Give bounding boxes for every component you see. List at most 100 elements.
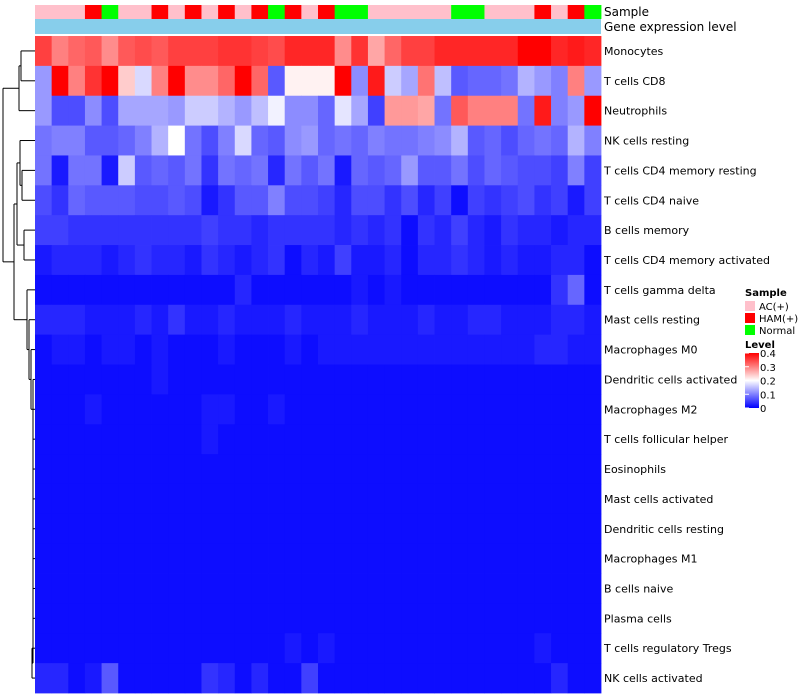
heatmap-cell xyxy=(334,155,352,186)
heatmap-cell xyxy=(501,36,519,67)
heatmap-cell xyxy=(401,185,419,216)
heatmap-cell xyxy=(451,36,469,67)
heatmap-cell xyxy=(151,95,169,126)
legend-level-tick-label: 0.2 xyxy=(760,377,776,388)
heatmap-cell xyxy=(551,543,569,574)
annotation-title-sample: Sample xyxy=(604,5,649,19)
heatmap-cell xyxy=(301,215,319,246)
heatmap-cell xyxy=(251,454,269,485)
row-label: Plasma cells xyxy=(604,612,672,625)
heatmap-cell xyxy=(417,513,435,545)
heatmap-cell xyxy=(451,424,469,455)
heatmap-cell xyxy=(551,95,569,126)
sample-annotation-cell xyxy=(251,5,269,19)
heatmap-cell xyxy=(68,424,86,455)
heatmap-cell xyxy=(234,454,252,485)
heatmap-cell xyxy=(101,424,119,455)
sample-annotation-cell xyxy=(184,5,202,19)
heatmap-cell xyxy=(584,274,602,306)
heatmap-cell xyxy=(51,364,69,395)
heatmap-cell xyxy=(284,215,302,246)
heatmap-cell xyxy=(118,633,136,664)
heatmap-cell xyxy=(367,483,385,515)
heatmap-cell xyxy=(68,36,86,67)
heatmap-cell xyxy=(417,125,435,156)
heatmap-cell xyxy=(84,543,102,574)
heatmap-cell xyxy=(184,573,202,604)
heatmap-cell xyxy=(451,274,469,306)
heatmap-cell xyxy=(534,185,552,216)
heatmap-cell xyxy=(51,543,69,574)
heatmap-cell xyxy=(567,364,585,395)
heatmap-cell xyxy=(334,65,352,97)
heatmap-cell xyxy=(367,125,385,156)
heatmap-cell xyxy=(384,245,402,276)
heatmap-cell xyxy=(417,95,435,126)
heatmap-cell xyxy=(384,483,402,515)
sample-annotation-cell xyxy=(451,5,469,19)
heatmap-cell xyxy=(401,573,419,604)
heatmap-cell xyxy=(484,274,502,306)
sample-annotation-cell xyxy=(218,5,236,19)
heatmap-cell xyxy=(118,424,136,455)
heatmap-cell xyxy=(84,155,102,186)
heatmap-cell xyxy=(584,125,602,156)
heatmap-cell xyxy=(234,603,252,634)
heatmap-cell xyxy=(517,274,535,306)
heatmap-cell xyxy=(268,603,286,634)
sample-annotation-cell xyxy=(484,5,502,19)
heatmap-cell xyxy=(551,215,569,246)
heatmap-cell xyxy=(567,424,585,455)
heatmap-cell xyxy=(251,334,269,365)
heatmap-cell xyxy=(401,483,419,515)
heatmap-cell xyxy=(401,65,419,97)
heatmap-cell xyxy=(68,663,86,694)
heatmap-cell xyxy=(101,573,119,604)
heatmap-cell xyxy=(234,185,252,216)
heatmap-cell xyxy=(401,215,419,246)
heatmap-cell xyxy=(318,95,336,126)
heatmap-cell xyxy=(467,633,485,664)
heatmap-cell xyxy=(384,424,402,455)
heatmap-cell xyxy=(301,663,319,694)
heatmap-cell xyxy=(417,334,435,365)
heatmap-cell xyxy=(334,36,352,67)
heatmap-cell xyxy=(118,663,136,694)
heatmap-cell xyxy=(35,603,53,634)
heatmap-cell xyxy=(134,513,152,545)
heatmap-cell xyxy=(301,513,319,545)
heatmap-cell xyxy=(201,125,219,156)
heatmap-cell xyxy=(35,573,53,604)
heatmap-cell xyxy=(168,633,186,664)
heatmap-cell xyxy=(367,155,385,186)
heatmap-cell xyxy=(401,603,419,634)
heatmap-cell xyxy=(201,304,219,336)
heatmap-cell xyxy=(284,603,302,634)
row-label: Macrophages M0 xyxy=(604,344,697,357)
heatmap-cell xyxy=(301,603,319,634)
heatmap-cell xyxy=(434,394,452,425)
heatmap-cell xyxy=(567,65,585,97)
heatmap-cell xyxy=(301,573,319,604)
heatmap-cell xyxy=(517,36,535,67)
heatmap-cell xyxy=(68,155,86,186)
heatmap-cell xyxy=(351,95,369,126)
heatmap-cell xyxy=(68,573,86,604)
heatmap-cell xyxy=(318,543,336,574)
heatmap-cell xyxy=(534,424,552,455)
heatmap-cell xyxy=(567,394,585,425)
heatmap-cell xyxy=(351,334,369,365)
heatmap-cell xyxy=(284,36,302,67)
heatmap-cell xyxy=(51,125,69,156)
heatmap-cell xyxy=(484,633,502,664)
heatmap-cell xyxy=(35,483,53,515)
heatmap-cell xyxy=(301,454,319,485)
heatmap-cell xyxy=(501,573,519,604)
heatmap-cell xyxy=(534,364,552,395)
heatmap-cell xyxy=(151,454,169,485)
heatmap-cell xyxy=(584,185,602,216)
heatmap-cell xyxy=(68,483,86,515)
heatmap-cell xyxy=(484,155,502,186)
heatmap-cell xyxy=(567,513,585,545)
heatmap-cell xyxy=(151,334,169,365)
